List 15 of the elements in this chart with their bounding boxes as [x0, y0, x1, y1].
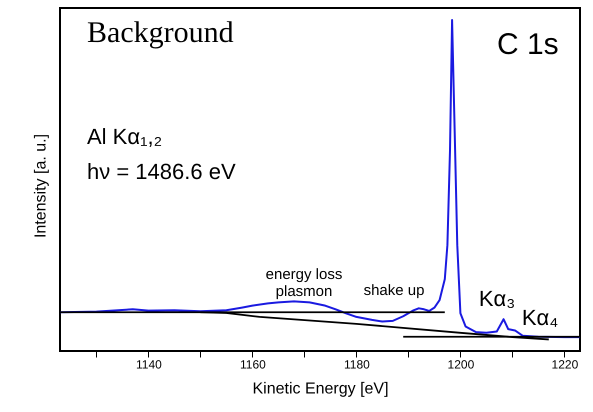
- annotation: hν = 1486.6 eV: [87, 159, 236, 184]
- annotation: C 1s: [497, 28, 559, 61]
- annotation: Kα₃: [478, 286, 516, 311]
- x-tick-label: 1220: [552, 358, 579, 372]
- x-axis-title: Kinetic Energy [eV]: [252, 380, 389, 398]
- x-tick-label: 1140: [136, 358, 162, 372]
- annotation: shake up: [364, 282, 424, 299]
- x-tick-label: 1160: [240, 358, 266, 372]
- annotation: Background: [87, 16, 234, 49]
- y-axis-title: Intensity [a. u.]: [32, 134, 50, 238]
- annotation: energy loss plasmon: [266, 266, 342, 300]
- x-tick-label: 1180: [344, 358, 370, 372]
- x-tick-label: 1200: [448, 358, 475, 372]
- annotation: Kα₄: [522, 305, 558, 330]
- annotation: Al Kα₁,₂: [87, 124, 162, 149]
